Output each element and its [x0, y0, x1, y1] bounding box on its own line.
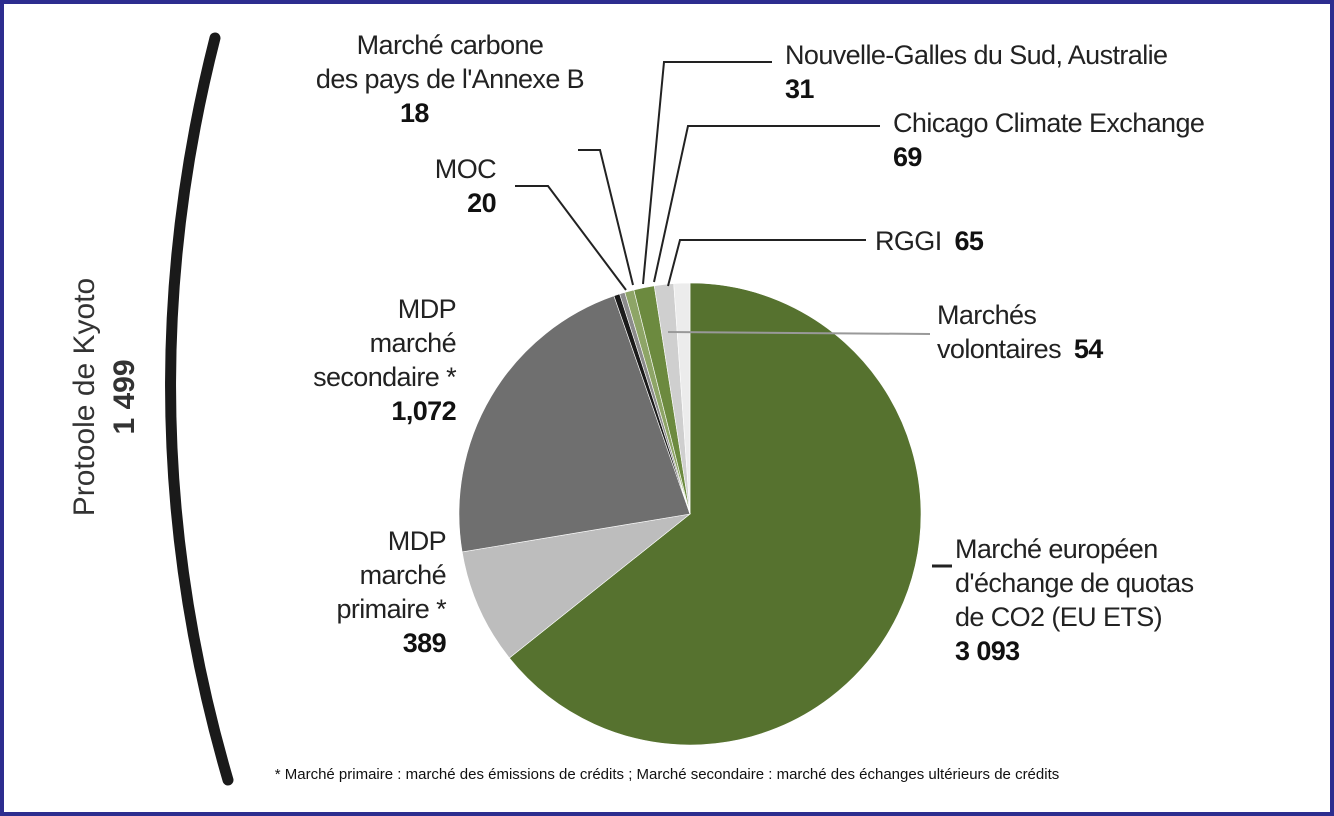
- leader-line: [515, 185, 627, 291]
- leader-line: [653, 125, 880, 283]
- category-label: MDP marché primaire *: [336, 526, 446, 624]
- annotation-value: 1 499: [108, 359, 141, 435]
- pie-slice: [673, 282, 691, 515]
- category-label: Nouvelle-Galles du Sud, Australie: [785, 40, 1168, 70]
- slice-label: MDP marché primaire * 389: [336, 524, 446, 660]
- value-label: 1,072: [391, 396, 456, 426]
- category-label: Marché européen d'échange de quotas de C…: [955, 534, 1194, 632]
- category-label: MOC: [434, 154, 497, 184]
- value-label: 389: [402, 628, 447, 658]
- leader-line: [667, 239, 866, 287]
- kyoto-bracket: [165, 32, 234, 786]
- leader-line: [667, 331, 931, 335]
- category-label: MDP marché secondaire *: [313, 294, 457, 392]
- slice-label: RGGI 65: [875, 224, 984, 258]
- category-label: Marchés volontaires: [937, 300, 1062, 364]
- leader-line: [578, 149, 634, 286]
- slice-label: Marchés volontaires 54: [937, 298, 1103, 366]
- leader-line: [642, 61, 772, 285]
- category-label: Marché carbone des pays de l'Annexe B: [315, 30, 585, 94]
- slice-label: Nouvelle-Galles du Sud, Australie 31: [785, 38, 1168, 106]
- slice-label: Marché européen d'échange de quotas de C…: [955, 532, 1194, 668]
- value-label: 69: [893, 142, 922, 172]
- pie-slice: [508, 282, 922, 746]
- annotation-text: Protoole de Kyoto: [68, 277, 101, 517]
- category-label: RGGI: [875, 226, 942, 256]
- slice-label: Marché carbone des pays de l'Annexe B 18: [250, 28, 650, 130]
- value-label: 31: [785, 74, 814, 104]
- pie-slice: [461, 513, 692, 659]
- slice-label: MDP marché secondaire * 1,072: [313, 292, 457, 428]
- value-label: 54: [1073, 334, 1103, 364]
- pie-slice: [458, 295, 691, 553]
- footnote: * Marché primaire : marché des émissions…: [274, 766, 1060, 783]
- value-label: 3 093: [955, 636, 1020, 666]
- value-label: 20: [467, 188, 496, 218]
- value-label: 65: [954, 226, 984, 256]
- slice-label: Chicago Climate Exchange 69: [893, 106, 1205, 174]
- category-label: Chicago Climate Exchange: [893, 108, 1205, 138]
- slice-label: MOC 20: [434, 152, 497, 220]
- value-label: 18: [400, 98, 429, 128]
